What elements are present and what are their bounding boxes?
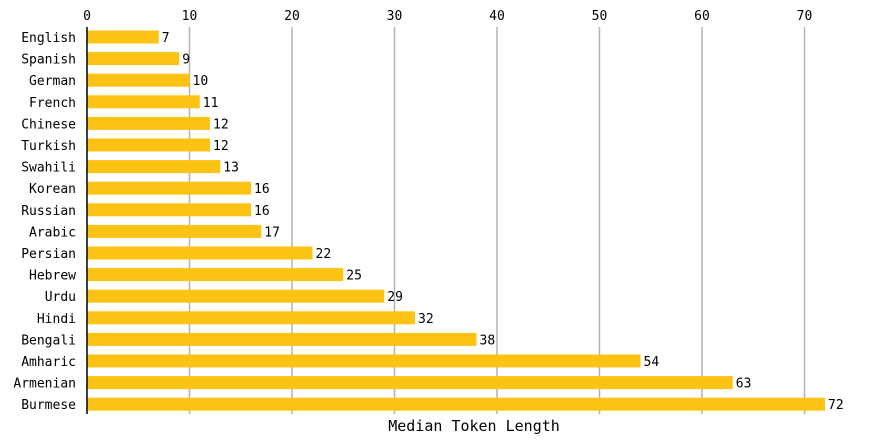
- value-label: 16: [254, 204, 270, 219]
- value-label: 29: [387, 290, 403, 305]
- value-label: 13: [223, 161, 239, 176]
- category-label: Turkish: [21, 139, 76, 154]
- category-label: Urdu: [45, 290, 76, 305]
- bar-chinese: [87, 116, 210, 130]
- x-tick-labels: 0 10 20 30 40 50 60 70: [83, 9, 812, 24]
- bar-hebrew: [87, 268, 344, 282]
- bar-hindi: [87, 311, 415, 325]
- value-label: 7: [162, 31, 170, 46]
- bars: [87, 30, 825, 411]
- category-label: English: [21, 31, 76, 46]
- value-label: 22: [316, 247, 332, 262]
- bar-korean: [87, 181, 251, 195]
- category-label: German: [29, 74, 76, 89]
- bar-english: [87, 30, 159, 44]
- x-axis-label: Median Token Length: [388, 417, 560, 435]
- value-label: 9: [182, 53, 190, 68]
- bar-persian: [87, 246, 313, 260]
- bar-amharic: [87, 354, 641, 368]
- value-label: 12: [213, 117, 229, 132]
- category-label: Hindi: [37, 312, 76, 327]
- value-label: 38: [480, 333, 496, 348]
- value-label: 11: [203, 96, 219, 111]
- category-labels: English Spanish German French Chinese Turkish…: [13, 31, 76, 413]
- bar-burmese: [87, 397, 825, 411]
- value-label: 16: [254, 182, 270, 197]
- category-label: Russian: [21, 204, 76, 219]
- category-label: Spanish: [21, 53, 76, 68]
- value-label: 72: [828, 398, 844, 413]
- bar-russian: [87, 203, 251, 217]
- value-label: 25: [346, 269, 362, 284]
- x-tick-label: 50: [592, 9, 608, 24]
- category-label: Hebrew: [29, 269, 76, 284]
- value-label: 10: [193, 74, 209, 89]
- category-label: Arabic: [29, 225, 76, 240]
- grid-lines: [188, 27, 806, 414]
- value-label: 32: [418, 312, 434, 327]
- category-label: Korean: [29, 182, 76, 197]
- x-tick-label: 0: [83, 9, 91, 24]
- bar-swahili: [87, 160, 221, 174]
- category-label: Bengali: [21, 333, 76, 348]
- category-label: French: [29, 96, 76, 111]
- category-label: Swahili: [21, 161, 76, 176]
- bar-french: [87, 95, 200, 109]
- x-tick-label: 40: [489, 9, 505, 24]
- bar-bengali: [87, 332, 477, 346]
- bar-german: [87, 73, 190, 87]
- x-tick-label: 10: [182, 9, 198, 24]
- x-tick-label: 70: [797, 9, 813, 24]
- category-label: Armenian: [13, 377, 76, 392]
- category-label: Burmese: [21, 398, 76, 413]
- value-label: 12: [213, 139, 229, 154]
- x-tick-label: 60: [694, 9, 710, 24]
- category-label: Amharic: [21, 355, 76, 370]
- category-label: Persian: [21, 247, 76, 262]
- value-label: 54: [644, 355, 660, 370]
- bar-spanish: [87, 52, 180, 66]
- bar-turkish: [87, 138, 210, 152]
- x-tick-label: 30: [387, 9, 403, 24]
- value-label: 17: [264, 225, 280, 240]
- value-label: 63: [736, 377, 752, 392]
- x-tick-label: 20: [284, 9, 300, 24]
- bar-arabic: [87, 224, 262, 238]
- category-label: Chinese: [21, 117, 76, 132]
- bar-armenian: [87, 376, 733, 390]
- bar-urdu: [87, 289, 385, 303]
